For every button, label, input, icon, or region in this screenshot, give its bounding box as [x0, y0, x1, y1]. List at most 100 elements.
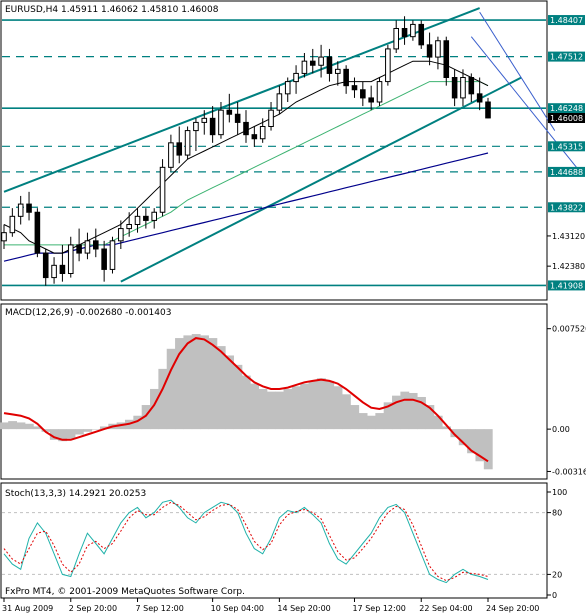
macd-bar	[133, 415, 143, 430]
candle	[109, 236, 116, 274]
macd-tick-0.00: 0.00	[547, 425, 570, 434]
time-axis: 31 Aug 2009 2 Sep 20:00 7 Sep 12:00 10 Sep …	[2, 598, 539, 613]
candle	[334, 61, 341, 86]
candle	[251, 126, 258, 147]
candle	[42, 249, 49, 286]
time-label: 2 Sep 20:00	[69, 598, 117, 613]
svg-text:1.41908: 1.41908	[550, 281, 583, 290]
candle	[51, 257, 57, 284]
price-label-1.46008: 1.46008	[548, 113, 585, 124]
candle	[259, 118, 266, 143]
macd-bar	[16, 422, 26, 430]
macd-bar	[66, 429, 76, 439]
macd-bar	[442, 426, 451, 430]
svg-text:1.44688: 1.44688	[550, 168, 583, 177]
macd-bar	[216, 346, 226, 430]
candle	[426, 32, 433, 66]
macd-bar	[283, 388, 293, 430]
candle	[343, 65, 349, 94]
candle	[126, 212, 132, 237]
macd-bar	[392, 395, 401, 430]
candle	[234, 102, 241, 135]
candle	[485, 97, 491, 119]
macd-bar	[158, 368, 168, 430]
candle	[309, 48, 316, 74]
time-label: 17 Sep 12:00	[352, 598, 406, 613]
svg-text:0: 0	[552, 591, 557, 600]
candle	[460, 69, 466, 107]
candle	[143, 208, 149, 229]
stoch-lines	[3, 499, 489, 584]
candle	[385, 44, 391, 86]
candle	[209, 106, 216, 143]
time-label: 10 Sep 04:00	[211, 598, 264, 613]
svg-text:14 Sep 20:00: 14 Sep 20:00	[277, 604, 330, 613]
copyright-text: FxPro MT4, © 2001-2009 MetaQuotes Softwa…	[5, 587, 245, 597]
candle	[351, 77, 358, 98]
macd-bar	[325, 380, 335, 430]
svg-text:1.45315: 1.45315	[550, 142, 583, 151]
stoch-tick-20: 20	[547, 570, 562, 579]
svg-text:10 Sep 04:00: 10 Sep 04:00	[211, 604, 264, 613]
macd-panel: MACD(12,26,9) -0.002680 -0.001403	[0, 303, 548, 480]
candle	[151, 208, 158, 229]
time-label: 24 Sep 20:00	[486, 598, 539, 613]
macd-bar	[475, 429, 485, 462]
candle	[26, 191, 32, 221]
candle	[168, 134, 174, 172]
macd-bar	[33, 426, 43, 430]
price-label-1.43120: 1.43120	[547, 232, 585, 241]
svg-text:1.47512: 1.47512	[550, 53, 583, 62]
stoch-tick-0: 0	[547, 591, 557, 600]
candle	[34, 208, 41, 258]
candle	[418, 20, 425, 49]
macd-bar	[450, 429, 460, 438]
macd-bar	[258, 388, 268, 430]
macd-bar	[275, 391, 285, 430]
price-label-1.42380: 1.42380	[547, 262, 585, 271]
candle	[476, 77, 483, 111]
candles	[1, 16, 491, 286]
candle	[176, 126, 183, 164]
macd-bar	[225, 355, 234, 430]
macd-bar	[233, 364, 243, 430]
svg-text:1.48407: 1.48407	[550, 16, 583, 25]
downtrend-line-0	[479, 11, 556, 131]
candle	[92, 228, 99, 258]
macd-bar	[316, 378, 326, 430]
candle	[184, 126, 191, 160]
macd-bar	[467, 429, 476, 454]
candle	[376, 77, 383, 107]
svg-text:17 Sep 12:00: 17 Sep 12:00	[352, 604, 405, 613]
macd-bar	[291, 386, 301, 430]
macd-header: MACD(12,26,9) -0.002680 -0.001403	[5, 308, 171, 318]
time-label: 22 Sep 04:00	[419, 598, 473, 613]
macd-bar	[49, 429, 59, 440]
stoch-levels	[2, 512, 546, 575]
macd-bar	[341, 394, 351, 430]
candle	[76, 228, 82, 262]
macd-histogram	[0, 334, 493, 470]
candle	[318, 44, 324, 78]
macd-bar	[208, 338, 218, 430]
candle	[435, 36, 441, 70]
macd-bar	[458, 429, 468, 446]
macd-bar	[41, 429, 51, 432]
macd-bar	[241, 375, 251, 430]
macd-bar	[58, 429, 68, 442]
candle	[118, 220, 124, 249]
candle	[193, 118, 199, 151]
time-label: 31 Aug 2009	[2, 598, 53, 613]
candle	[67, 236, 74, 278]
macd-bar	[433, 415, 443, 430]
candle	[451, 69, 458, 107]
price-label-1.47512: 1.47512	[548, 51, 585, 62]
macd-bar	[150, 388, 159, 430]
macd-bar	[99, 426, 109, 430]
horizontal-lines	[2, 19, 546, 287]
price-panel: EURUSD,H4 1.45911 1.46062 1.45810 1.4600…	[0, 0, 581, 301]
